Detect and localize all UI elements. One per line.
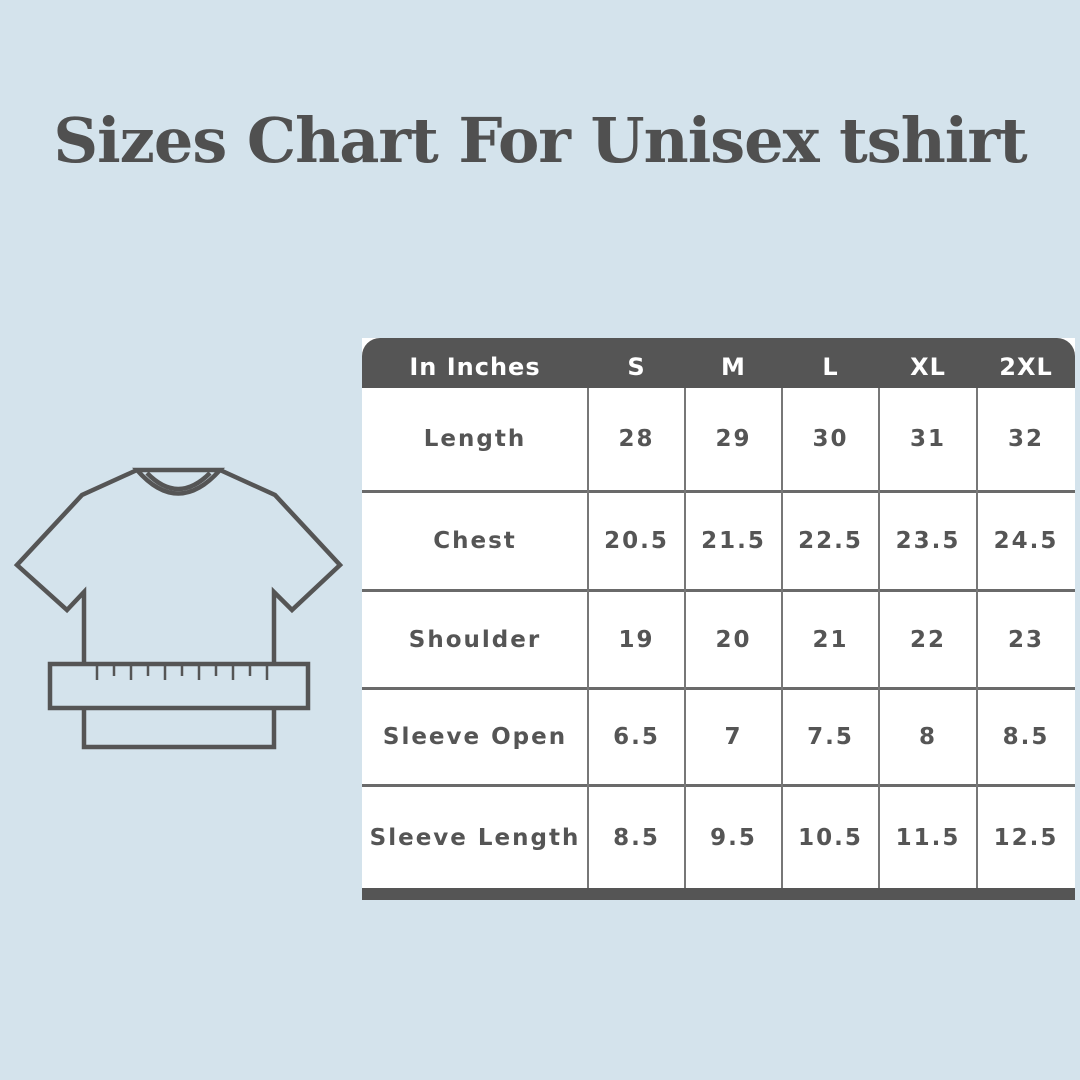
- column-header: S: [627, 353, 646, 381]
- column-divider: [781, 388, 783, 888]
- column-divider: [976, 388, 978, 888]
- row-label: Chest: [433, 528, 517, 554]
- table-row: Length 28 29 30 31 32: [362, 388, 1075, 493]
- table-cell: 29: [715, 426, 752, 452]
- table-cell: 22.5: [798, 528, 863, 554]
- table-cell: 7: [724, 724, 743, 750]
- table-cell: 8.5: [613, 824, 660, 851]
- table-cell: 23: [1007, 626, 1044, 653]
- table-row: Sleeve Length 8.5 9.5 10.5 11.5 12.5: [362, 787, 1075, 888]
- table-cell: 19: [618, 626, 655, 653]
- row-label: Shoulder: [408, 626, 542, 653]
- table-cell: 8.5: [1002, 724, 1050, 750]
- row-label: Sleeve Length: [369, 824, 581, 851]
- table-cell: 8: [918, 724, 937, 750]
- table-row: Sleeve Open 6.5 7 7.5 8 8.5: [362, 690, 1075, 787]
- table-row: Shoulder 19 20 21 22 23: [362, 592, 1075, 690]
- table-cell: 23.5: [895, 528, 961, 554]
- column-divider: [684, 388, 686, 888]
- table-cell: 10.5: [798, 824, 863, 851]
- size-table: In Inches S M L XL 2XL Length 28 29 30 31 32 Chest 2…: [362, 338, 1075, 900]
- column-header: M: [721, 353, 746, 381]
- table-cell: 6.5: [613, 724, 660, 750]
- tshirt-with-measuring-tape-icon: [13, 467, 344, 750]
- table-cell: 12.5: [993, 824, 1059, 851]
- page-title: Sizes Chart For Unisex tshirt: [53, 104, 1027, 177]
- table-cell: 9.5: [710, 824, 757, 851]
- table-cell: 30: [812, 426, 849, 452]
- table-cell: 11.5: [895, 824, 961, 851]
- table-cell: 28: [618, 426, 655, 452]
- row-label: Sleeve Open: [382, 724, 568, 750]
- row-label: Length: [423, 426, 527, 452]
- column-header: L: [822, 353, 839, 381]
- column-header: 2XL: [999, 353, 1053, 381]
- table-cell: 22: [909, 626, 946, 653]
- table-cell: 31: [909, 426, 946, 452]
- table-row: Chest 20.5 21.5 22.5 23.5 24.5: [362, 493, 1075, 592]
- table-cell: 21.5: [701, 528, 766, 554]
- column-divider: [878, 388, 880, 888]
- table-cell: 24.5: [993, 528, 1059, 554]
- table-cell: 20: [715, 626, 752, 653]
- table-cell: 7.5: [807, 724, 854, 750]
- column-header: In Inches: [409, 353, 541, 381]
- column-divider: [587, 388, 589, 888]
- column-header: XL: [910, 353, 946, 381]
- table-cell: 20.5: [604, 528, 669, 554]
- table-footer-bar: [362, 888, 1075, 900]
- table-cell: 32: [1007, 426, 1044, 452]
- table-header: In Inches S M L XL 2XL: [362, 338, 1075, 388]
- table-cell: 21: [812, 626, 849, 653]
